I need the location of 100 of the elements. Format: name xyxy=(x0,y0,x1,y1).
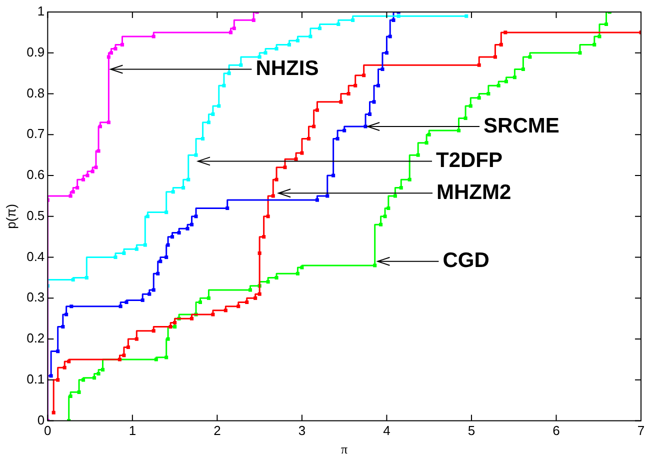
point xyxy=(248,288,252,292)
point xyxy=(477,63,481,67)
point xyxy=(504,30,508,34)
point xyxy=(164,356,168,360)
point xyxy=(49,374,53,378)
point xyxy=(364,124,368,128)
x-tick-label: 4 xyxy=(383,423,390,438)
point xyxy=(258,292,262,296)
point xyxy=(140,298,144,302)
x-tick-label: 7 xyxy=(637,423,645,438)
point xyxy=(143,243,147,247)
y-tick-label: 0.5 xyxy=(26,208,45,223)
x-tick-label: 3 xyxy=(298,423,306,438)
point xyxy=(68,194,72,198)
point xyxy=(154,358,158,362)
point xyxy=(56,350,60,354)
point xyxy=(296,38,300,42)
point xyxy=(96,149,100,153)
point xyxy=(70,304,74,308)
point xyxy=(274,178,278,182)
x-axis-title: π xyxy=(341,442,348,457)
point xyxy=(312,124,316,128)
point xyxy=(336,136,340,140)
point xyxy=(228,30,233,34)
point xyxy=(224,308,228,312)
y-tick-label: 0.7 xyxy=(26,126,45,142)
point xyxy=(77,390,81,394)
point xyxy=(217,104,221,108)
point xyxy=(71,278,75,282)
point xyxy=(152,329,156,333)
point xyxy=(351,18,355,22)
point xyxy=(186,178,190,182)
point xyxy=(326,194,330,198)
point xyxy=(354,84,358,88)
point xyxy=(152,288,156,292)
point xyxy=(318,26,322,30)
point xyxy=(486,92,490,96)
point xyxy=(528,55,532,59)
point xyxy=(211,112,215,116)
point xyxy=(122,354,126,358)
point xyxy=(56,378,60,382)
x-tick-label: 5 xyxy=(468,423,476,438)
point xyxy=(114,47,118,51)
point xyxy=(148,292,152,296)
point xyxy=(408,178,412,182)
point xyxy=(67,360,71,364)
y-tick-label: 0.6 xyxy=(26,167,45,182)
point xyxy=(61,325,65,329)
point xyxy=(332,174,336,178)
y-tick-label: 0.4 xyxy=(26,248,45,264)
point xyxy=(168,325,172,329)
point xyxy=(82,378,86,382)
point xyxy=(96,372,100,376)
point xyxy=(396,14,400,18)
point xyxy=(84,276,88,280)
point xyxy=(336,22,340,26)
point xyxy=(306,136,311,140)
point xyxy=(114,256,118,260)
point xyxy=(109,51,114,55)
point xyxy=(226,206,230,210)
point xyxy=(239,63,243,67)
point xyxy=(62,366,66,370)
point xyxy=(521,67,525,71)
point xyxy=(232,26,236,30)
annotation: SRCME xyxy=(484,114,560,138)
point xyxy=(170,235,174,239)
point xyxy=(173,320,177,324)
point xyxy=(164,256,168,260)
point xyxy=(164,210,168,214)
y-tick-label: 0.1 xyxy=(26,372,45,386)
point xyxy=(173,325,177,329)
point xyxy=(190,316,194,320)
y-tick-label: 0 xyxy=(37,412,45,428)
y-tick-label: 0.2 xyxy=(26,330,45,346)
point xyxy=(504,80,508,84)
point xyxy=(376,84,380,88)
point xyxy=(262,235,266,239)
annotation: T2DFP xyxy=(436,149,503,172)
point xyxy=(380,67,384,71)
y-tick-label: 1 xyxy=(37,4,45,19)
point xyxy=(384,51,388,55)
x-tick-label: 1 xyxy=(128,423,136,438)
y-tick-label: 0.8 xyxy=(26,85,45,100)
point xyxy=(190,222,194,226)
point xyxy=(271,194,275,198)
point xyxy=(134,337,138,341)
annotation: MHZM2 xyxy=(436,180,512,204)
point xyxy=(211,312,215,316)
point xyxy=(287,42,292,46)
x-tick-label: 6 xyxy=(552,423,560,438)
point xyxy=(399,186,403,190)
point xyxy=(94,166,98,170)
point xyxy=(464,116,468,120)
point xyxy=(118,304,122,308)
point xyxy=(227,72,231,76)
point xyxy=(362,74,366,78)
point xyxy=(186,226,190,230)
y-axis-title: p(π) xyxy=(3,204,18,229)
point xyxy=(236,304,240,308)
point xyxy=(592,42,596,46)
